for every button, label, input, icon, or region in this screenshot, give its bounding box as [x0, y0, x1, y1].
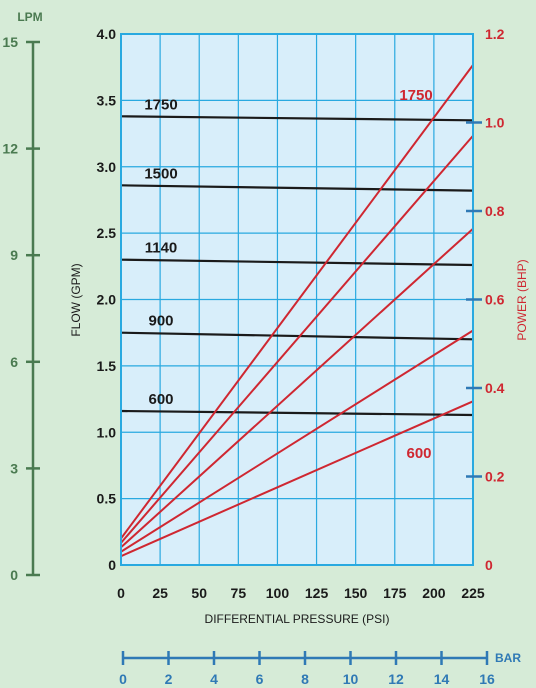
- power-line-3: [120, 227, 474, 549]
- flow-line-1500: [120, 184, 474, 192]
- lpm-tick-label: 6: [10, 354, 18, 370]
- x-tick-label: 100: [266, 585, 290, 601]
- x-tick-label: 0: [117, 585, 125, 601]
- lpm-tick-label: 0: [10, 567, 18, 583]
- x-axis-title: DIFFERENTIAL PRESSURE (PSI): [205, 612, 390, 626]
- bar-tick-label: 10: [343, 671, 359, 687]
- power-line-4: [120, 135, 474, 544]
- x-tick-label: 75: [231, 585, 247, 601]
- flow-line-1750: [120, 115, 474, 122]
- lpm-axis-title: LPM: [17, 10, 42, 24]
- flow-label-1500: 1500: [144, 165, 177, 182]
- flow-label-1750: 1750: [144, 96, 177, 113]
- lpm-tick-label: 12: [2, 141, 18, 157]
- y-tick-label: 0.5: [97, 491, 117, 507]
- bar-tick-label: 6: [256, 671, 264, 687]
- y2-tick-label: 1.0: [485, 115, 505, 131]
- flow-label-1140: 1140: [145, 240, 178, 257]
- power-line-1: [120, 400, 474, 558]
- flow-line-600: [120, 409, 474, 417]
- y-tick-label: 4.0: [97, 26, 117, 42]
- bar-tick-label: 4: [210, 671, 218, 687]
- y-tick-label: 3.0: [97, 159, 117, 175]
- bar-tick-label: 16: [479, 671, 495, 687]
- x-tick-label: 175: [383, 585, 407, 601]
- tick-labels: 0 25 50 75 100 125 150 175 200 22500.51.01.52.02.…: [2, 26, 504, 687]
- bar-tick-label: 14: [434, 671, 450, 687]
- y-tick-label: 3.5: [97, 92, 117, 108]
- y2-tick-label: 0.8: [485, 203, 505, 219]
- power-line-2: [120, 329, 474, 553]
- y2-tick-label: 0.4: [485, 380, 505, 396]
- lpm-tick-label: 3: [10, 460, 18, 476]
- flow-label-900: 900: [148, 313, 173, 330]
- y2-axis-title: POWER (BHP): [515, 259, 529, 340]
- x-tick-label: 200: [422, 585, 446, 601]
- y2-tick-label: 1.2: [485, 26, 505, 42]
- power-lines: 600 1750: [120, 64, 474, 558]
- bar-axis-title: BAR: [495, 651, 521, 665]
- lpm-tick-label: 9: [10, 247, 18, 263]
- y-axis-title: FLOW (GPM): [69, 263, 83, 336]
- bar-tick-label: 2: [165, 671, 173, 687]
- y2-tick-label: 0: [485, 557, 493, 573]
- x-tick-label: 25: [152, 585, 168, 601]
- flow-lines: 600 900 1140 1500 1750: [120, 96, 474, 417]
- x-tick-label: 125: [305, 585, 329, 601]
- power-label-600: 600: [406, 445, 431, 462]
- x-tick-label: 50: [191, 585, 207, 601]
- flow-label-600: 600: [148, 391, 173, 408]
- y-tick-label: 2.5: [97, 225, 117, 241]
- lpm-tick-label: 15: [2, 34, 18, 50]
- y-tick-label: 2.0: [97, 292, 117, 308]
- flow-line-900: [120, 331, 474, 341]
- y-tick-label: 1.0: [97, 424, 117, 440]
- y2-tick-label: 0.6: [485, 292, 505, 308]
- x-tick-label: 150: [344, 585, 368, 601]
- power-line-5: [120, 64, 474, 540]
- bar-tick-label: 12: [388, 671, 404, 687]
- y-tick-label: 1.5: [97, 358, 117, 374]
- bar-tick-label: 0: [119, 671, 127, 687]
- bar-tick-label: 8: [301, 671, 309, 687]
- tick-marks: [26, 40, 489, 665]
- flow-line-1140: [120, 258, 474, 267]
- y2-tick-label: 0.2: [485, 469, 505, 485]
- y-tick-label: 0: [108, 557, 116, 573]
- grid-lines: [121, 34, 473, 565]
- power-label-1750: 1750: [399, 87, 432, 104]
- x-tick-label: 225: [461, 585, 485, 601]
